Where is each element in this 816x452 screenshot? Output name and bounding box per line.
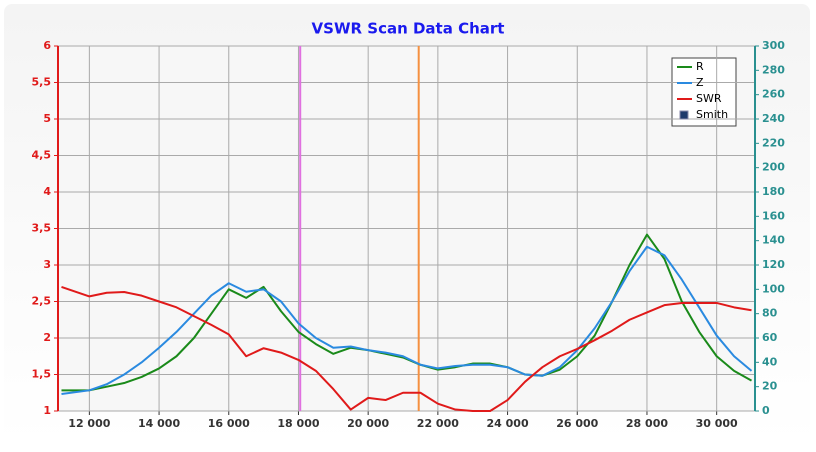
x-tick-label: 14 000 xyxy=(138,417,180,430)
x-tick-label: 26 000 xyxy=(556,417,598,430)
x-tick-label: 20 000 xyxy=(347,417,389,430)
y-tick-label: 3 xyxy=(43,258,51,271)
y2-tick-label: 240 xyxy=(762,112,785,125)
x-tick-label: 28 000 xyxy=(626,417,668,430)
y-tick-label: 5,5 xyxy=(32,76,52,89)
y-tick-label: 1,5 xyxy=(32,368,52,381)
y2-tick-label: 300 xyxy=(762,39,785,52)
y-tick-label: 4 xyxy=(43,185,51,198)
y2-tick-label: 200 xyxy=(762,161,785,174)
y2-tick-label: 260 xyxy=(762,88,785,101)
y-tick-label: 3,5 xyxy=(32,222,52,235)
y-tick-label: 2 xyxy=(43,331,51,344)
y2-tick-label: 20 xyxy=(762,380,778,393)
x-tick-label: 12 000 xyxy=(68,417,110,430)
y2-tick-label: 140 xyxy=(762,234,785,247)
y-tick-label: 2,5 xyxy=(32,295,52,308)
legend-label: Smith xyxy=(696,108,728,121)
y-tick-label: 5 xyxy=(43,112,51,125)
legend-label: R xyxy=(696,60,704,73)
series-line xyxy=(61,245,753,395)
x-tick-label: 18 000 xyxy=(277,417,319,430)
y2-tick-label: 280 xyxy=(762,63,785,76)
y2-tick-label: 0 xyxy=(762,404,770,417)
x-tick-label: 22 000 xyxy=(417,417,459,430)
legend-swatch xyxy=(679,110,689,120)
y-tick-label: 4,5 xyxy=(32,149,52,162)
x-tick-label: 30 000 xyxy=(696,417,738,430)
x-tick-label: 16 000 xyxy=(208,417,250,430)
y2-tick-label: 40 xyxy=(762,355,778,368)
y2-tick-label: 60 xyxy=(762,331,778,344)
legend-label: SWR xyxy=(696,92,722,105)
y2-tick-label: 120 xyxy=(762,258,785,271)
y-tick-label: 1 xyxy=(43,404,51,417)
y2-tick-label: 160 xyxy=(762,209,785,222)
y-tick-label: 6 xyxy=(43,39,51,52)
y2-tick-label: 180 xyxy=(762,185,785,198)
x-tick-label: 24 000 xyxy=(487,417,529,430)
y2-tick-label: 220 xyxy=(762,136,785,149)
series-line xyxy=(61,285,752,412)
legend-label: Z xyxy=(696,76,704,89)
y2-tick-label: 100 xyxy=(762,282,785,295)
chart-title: VSWR Scan Data Chart xyxy=(312,20,505,38)
y2-tick-label: 80 xyxy=(762,307,778,320)
